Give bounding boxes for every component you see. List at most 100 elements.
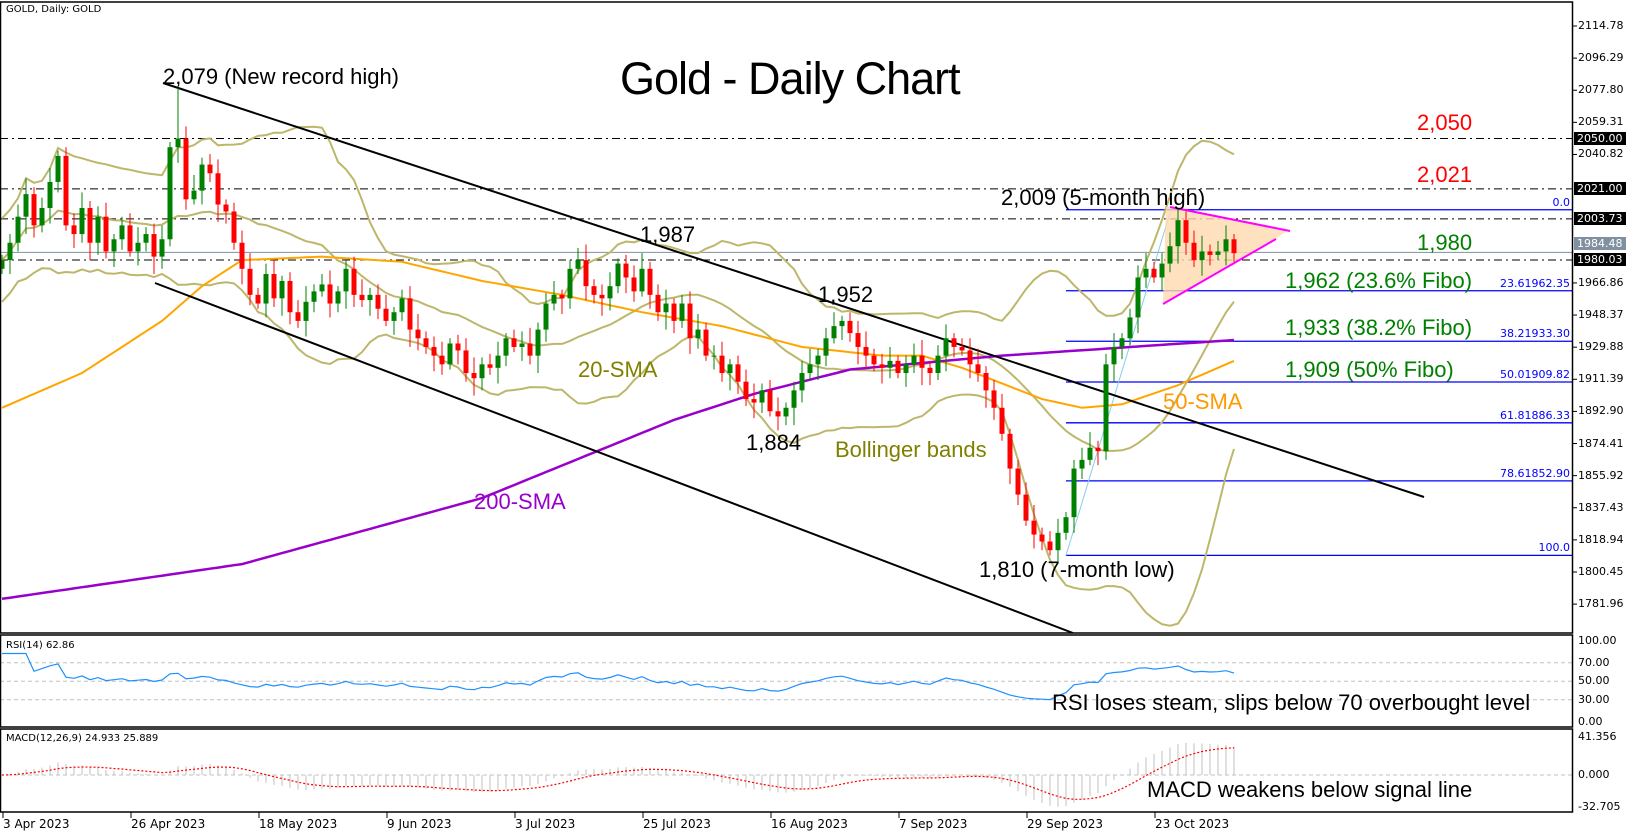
sma200-line (1, 338, 1235, 601)
candle-body (927, 367, 933, 374)
sma20-label: 20-SMA (578, 357, 658, 382)
resistance-2050-label: 2,050 (1417, 110, 1473, 135)
candle-body (895, 360, 901, 374)
candle-body (7, 242, 13, 261)
candle-body (119, 225, 125, 240)
candle-body (527, 343, 533, 356)
candle-body (351, 268, 357, 295)
candle-body (471, 373, 477, 379)
low-1810-label: 1,810 (7-month low) (979, 557, 1175, 582)
candle-body (519, 343, 525, 347)
candle-body (727, 364, 733, 374)
date-tick-label: 7 Sep 2023 (899, 817, 968, 831)
candle-body (591, 286, 597, 295)
candle-body (207, 164, 213, 174)
candle-body (671, 303, 677, 321)
bollinger-lower-band (1, 267, 1235, 627)
fib-level-label: 50.01909.82 (1500, 368, 1570, 381)
candle-body (959, 346, 965, 351)
candle-body (1191, 242, 1197, 261)
candle-body (1103, 364, 1109, 452)
date-tick-label: 16 Aug 2023 (771, 817, 848, 831)
candle-body (735, 364, 741, 382)
candle-body (703, 329, 709, 356)
rsi-tick-label: 100.00 (1578, 634, 1617, 647)
candle-body (919, 355, 925, 368)
current-price-box: 1984.48 (1574, 237, 1626, 251)
candle-body (1127, 317, 1133, 339)
candle-body (455, 343, 461, 351)
candle-body (1047, 541, 1053, 551)
candle-body (871, 355, 877, 365)
candle-body (407, 298, 413, 330)
macd-tick-label: 41.356 (1578, 730, 1617, 743)
price-tick-label: 1929.88 (1578, 340, 1624, 354)
triangle-lower-line (1162, 238, 1277, 305)
candle-body (431, 346, 437, 356)
candle-body (775, 411, 781, 417)
candle-body (647, 268, 653, 295)
date-tick-label: 25 Jul 2023 (643, 817, 711, 831)
candle-body (831, 326, 837, 339)
candle-body (383, 308, 389, 321)
candle-body (391, 312, 397, 321)
candle-body (975, 364, 981, 374)
candle-body (1023, 494, 1029, 521)
price-tick-label: 1966.86 (1578, 275, 1624, 289)
candle-body (991, 390, 997, 408)
price-level-box: 2003.73 (1574, 211, 1626, 225)
candle-body (1095, 447, 1101, 452)
price-tick-label: 1855.92 (1578, 468, 1624, 482)
macd-tick-label: 0.000 (1578, 768, 1610, 781)
candle-body (543, 303, 549, 330)
candle-body (1199, 251, 1205, 261)
macd-note: MACD weakens below signal line (1147, 777, 1473, 802)
macd-pane-border (0, 728, 1574, 813)
candle-body (215, 173, 221, 205)
candle-body (695, 329, 701, 339)
candle-body (295, 312, 301, 321)
candle-body (1135, 277, 1141, 318)
candle-body (0, 260, 5, 269)
candle-body (1007, 433, 1013, 469)
candle-body (511, 338, 517, 347)
candle-body (319, 284, 325, 292)
record-high-label: 2,079 (New record high) (163, 64, 400, 89)
fib-level-label: 78.61852.90 (1500, 466, 1570, 480)
candle-body (535, 329, 541, 356)
candle-body (751, 399, 757, 403)
candle-body (623, 263, 629, 278)
macd-pane (0, 742, 1572, 807)
date-tick-label: 29 Sep 2023 (1027, 817, 1104, 831)
fib-level-label: 38.21933.30 (1500, 327, 1570, 341)
fib-level-label: 100.0 (1538, 541, 1571, 555)
candle-body (159, 239, 165, 257)
candle-body (983, 373, 989, 391)
rsi-tick-label: 30.00 (1578, 692, 1610, 706)
candle-body (487, 364, 493, 368)
candle-body (855, 333, 861, 347)
candle-body (31, 194, 37, 226)
triangle-fill (1163, 207, 1287, 304)
candle-body (135, 242, 141, 252)
date-tick-label: 26 Apr 2023 (131, 817, 206, 831)
candle-body (239, 242, 245, 269)
price-tick-label: 1837.43 (1578, 500, 1624, 514)
candle-body (847, 320, 853, 334)
price-tick-label: 2059.31 (1578, 115, 1624, 129)
rsi-line (2, 652, 1235, 701)
price-tick-label: 1818.94 (1578, 532, 1624, 546)
price-tick-label: 1874.41 (1578, 436, 1624, 450)
candle-body (423, 338, 429, 347)
candle-body (783, 407, 789, 417)
candle-body (23, 194, 29, 217)
candle-body (1183, 220, 1189, 243)
candle-body (583, 260, 589, 287)
fib-level-label: 23.61962.35 (1500, 276, 1570, 290)
price-tick-label: 1911.39 (1578, 372, 1624, 386)
candle-body (479, 364, 485, 379)
resistance-2021-label: 2,021 (1417, 162, 1473, 187)
price-tick-label: 1948.37 (1578, 308, 1624, 322)
candle-body (1175, 220, 1181, 247)
candle-body (711, 355, 717, 357)
